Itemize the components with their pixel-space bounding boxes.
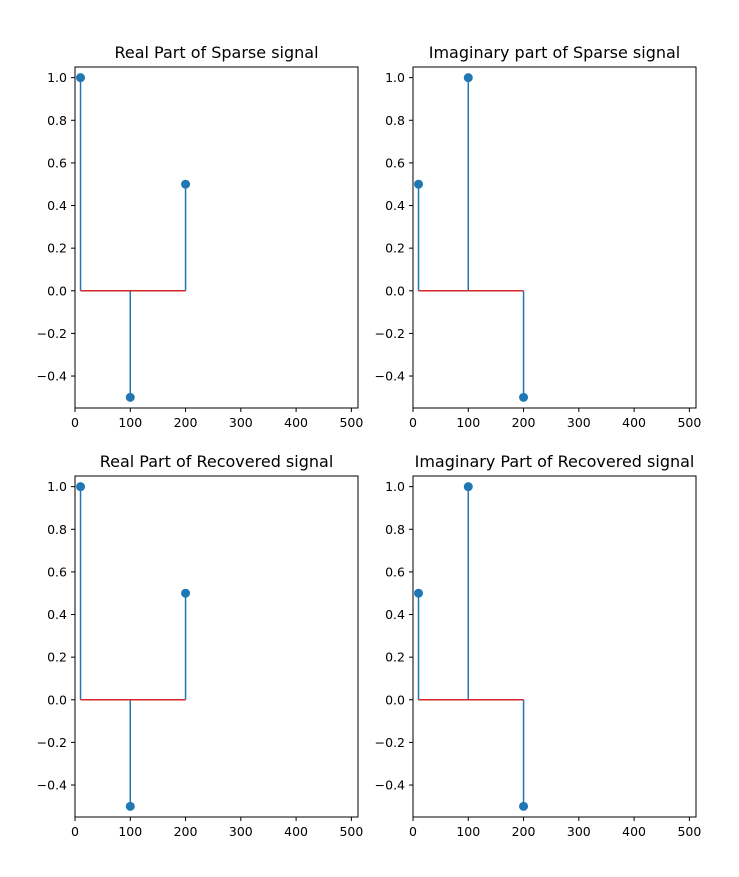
- y-tick-label: 0.6: [385, 564, 405, 579]
- y-tick-label: 1.0: [47, 70, 67, 85]
- y-tick-label: 0.4: [385, 607, 405, 622]
- subplot-1: Real Part of Sparse signal 0 100 200 300 400 5…: [37, 43, 364, 430]
- x-tick-label: 400: [622, 415, 646, 430]
- x-tick-label: 0: [71, 415, 79, 430]
- y-tick-label: −0.2: [375, 326, 405, 341]
- y-tick-label: 0.8: [47, 113, 67, 128]
- x-tick-label: 400: [622, 824, 646, 839]
- y-tick-label: −0.2: [37, 735, 67, 750]
- y-tick-label: 0.0: [47, 692, 67, 707]
- y-tick-label: 0.0: [385, 283, 405, 298]
- axes-frame: [74, 475, 359, 818]
- y-tick-label: 1.0: [385, 70, 405, 85]
- x-tick-label: 500: [339, 824, 363, 839]
- subplot-3: Real Part of Recovered signal 0 100 200 300 4…: [37, 452, 364, 839]
- y-tick-label: 1.0: [47, 479, 67, 494]
- x-tick-label: 0: [409, 824, 417, 839]
- y-tick-label: −0.2: [37, 326, 67, 341]
- chart-title: Imaginary part of Sparse signal: [429, 43, 680, 62]
- x-tick-label: 500: [677, 415, 701, 430]
- stem-marker: [125, 801, 135, 811]
- x-tick-label: 300: [567, 415, 591, 430]
- x-tick-label: 100: [456, 415, 480, 430]
- x-tick-label: 200: [174, 824, 198, 839]
- x-tick-label: 200: [174, 415, 198, 430]
- y-tick-label: 0.2: [385, 650, 405, 665]
- y-tick-label: 0.8: [385, 522, 405, 537]
- stem-marker: [519, 801, 529, 811]
- x-tick-label: 0: [409, 415, 417, 430]
- y-tick-label: 0.0: [385, 692, 405, 707]
- stem-marker: [519, 392, 529, 402]
- x-tick-label: 100: [118, 415, 142, 430]
- y-tick-label: 0.6: [47, 564, 67, 579]
- stem-marker: [76, 73, 86, 83]
- stem-marker: [181, 179, 191, 189]
- axes-frame: [412, 66, 697, 409]
- chart-title: Imaginary Part of Recovered signal: [415, 452, 695, 471]
- y-tick-label: 0.4: [47, 198, 67, 213]
- x-tick-label: 400: [284, 824, 308, 839]
- stem-marker: [414, 179, 424, 189]
- y-tick-label: 0.6: [47, 155, 67, 170]
- x-tick-label: 300: [229, 415, 253, 430]
- x-tick-label: 500: [677, 824, 701, 839]
- x-tick-label: 300: [229, 824, 253, 839]
- y-tick-label: −0.4: [37, 778, 67, 793]
- stem-marker: [125, 392, 135, 402]
- chart-title: Real Part of Sparse signal: [114, 43, 318, 62]
- y-tick-label: −0.4: [37, 369, 67, 384]
- x-tick-label: 300: [567, 824, 591, 839]
- stem-marker: [463, 482, 473, 492]
- y-tick-label: 1.0: [385, 479, 405, 494]
- y-tick-label: −0.4: [375, 778, 405, 793]
- chart-title: Real Part of Recovered signal: [100, 452, 334, 471]
- y-tick-label: 0.2: [47, 241, 67, 256]
- stem-marker: [414, 588, 424, 598]
- stem-marker: [463, 73, 473, 83]
- x-tick-label: 200: [512, 415, 536, 430]
- axes-frame: [74, 66, 359, 409]
- y-tick-label: 0.0: [47, 283, 67, 298]
- axes-frame: [412, 475, 697, 818]
- y-tick-label: 0.8: [47, 522, 67, 537]
- stem-marker: [181, 588, 191, 598]
- x-tick-label: 200: [512, 824, 536, 839]
- subplot-4: Imaginary Part of Recovered signal 0 100 20…: [375, 452, 702, 839]
- y-tick-label: 0.2: [385, 241, 405, 256]
- y-tick-label: 0.2: [47, 650, 67, 665]
- x-tick-label: 400: [284, 415, 308, 430]
- y-tick-label: 0.4: [385, 198, 405, 213]
- stem-marker: [76, 482, 86, 492]
- x-tick-label: 0: [71, 824, 79, 839]
- y-tick-label: 0.6: [385, 155, 405, 170]
- x-tick-label: 100: [456, 824, 480, 839]
- y-tick-label: −0.4: [375, 369, 405, 384]
- x-tick-label: 500: [339, 415, 363, 430]
- x-tick-label: 100: [118, 824, 142, 839]
- y-tick-label: 0.4: [47, 607, 67, 622]
- y-tick-label: −0.2: [375, 735, 405, 750]
- subplot-2: Imaginary part of Sparse signal 0 100 200 30…: [375, 43, 702, 430]
- y-tick-label: 0.8: [385, 113, 405, 128]
